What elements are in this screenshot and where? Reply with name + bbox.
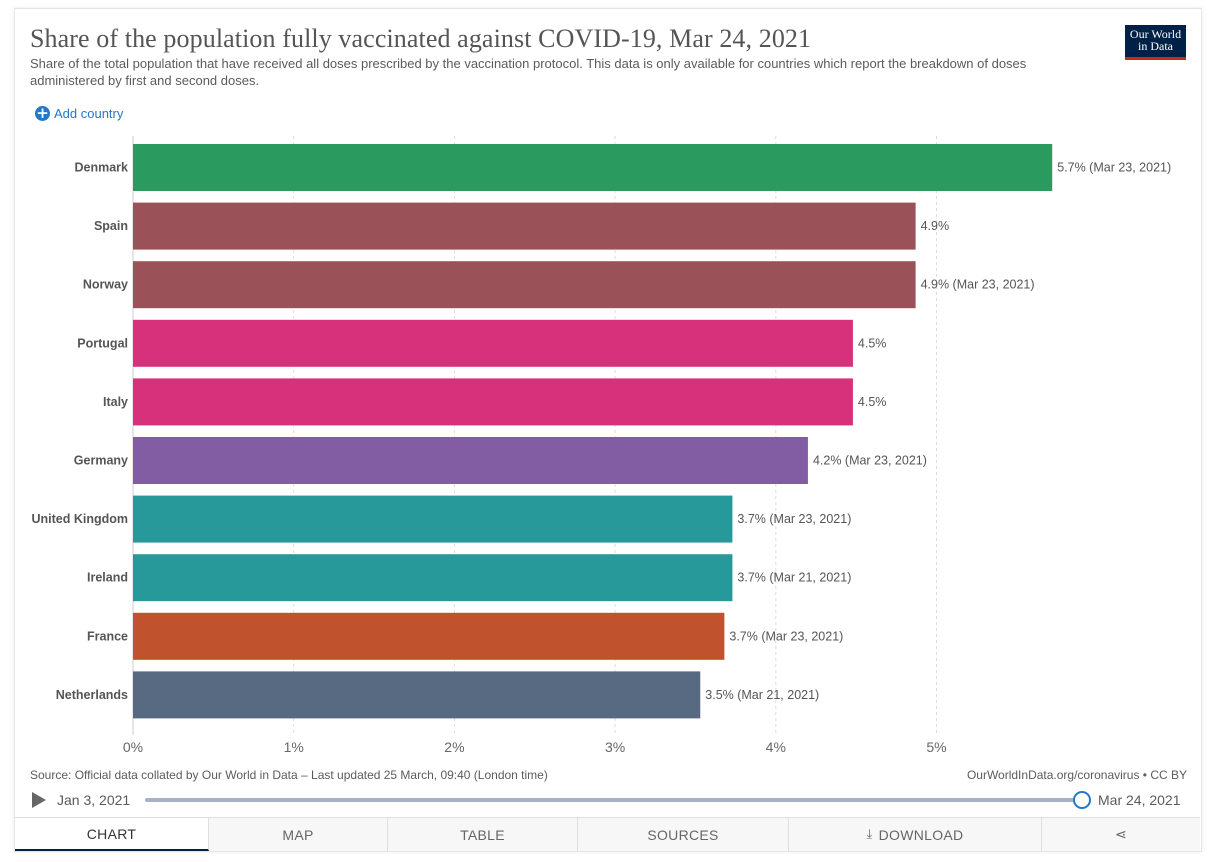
x-tick-label: 5% [926, 739, 946, 755]
bar[interactable] [133, 612, 725, 660]
add-country-button[interactable]: + Add country [35, 106, 123, 121]
tab-share[interactable]: ⋖ [1042, 818, 1200, 851]
owid-logo[interactable]: Our World in Data [1125, 25, 1186, 60]
category-label: Ireland [87, 571, 128, 585]
x-tick-label: 3% [605, 739, 625, 755]
category-label: Italy [103, 395, 128, 409]
tab-map[interactable]: MAP [209, 818, 388, 851]
timeline-start-label: Jan 3, 2021 [57, 792, 131, 808]
credit-link[interactable]: OurWorldInData.org/coronavirus • CC BY [966, 768, 1187, 782]
category-label: Portugal [77, 336, 128, 350]
bar[interactable] [133, 261, 916, 309]
timeline-end-label: Mar 24, 2021 [1098, 792, 1181, 808]
add-country-label: Add country [54, 106, 124, 121]
chart-title: Share of the population fully vaccinated… [30, 24, 812, 53]
tab-chart[interactable]: CHART [15, 818, 209, 851]
bar[interactable] [133, 319, 853, 367]
data-label: 3.5% (Mar 21, 2021) [705, 688, 819, 702]
data-label: 3.7% (Mar 23, 2021) [729, 629, 843, 643]
category-label: France [87, 629, 128, 643]
bar[interactable] [133, 378, 853, 426]
x-tick-label: 0% [123, 739, 143, 755]
x-tick-label: 1% [284, 739, 304, 755]
bar[interactable] [133, 495, 733, 543]
play-icon[interactable] [32, 792, 46, 808]
x-tick-label: 4% [766, 739, 786, 755]
timeline: Jan 3, 2021 Mar 24, 2021 [30, 788, 1190, 812]
category-label: Germany [74, 454, 128, 468]
bar[interactable] [133, 202, 916, 250]
data-label: 4.5% [858, 395, 887, 409]
bar[interactable] [133, 554, 733, 602]
timeline-handle[interactable] [1073, 791, 1091, 809]
tab-download[interactable]: ⤓ DOWNLOAD [789, 818, 1042, 851]
data-label: 4.9% [921, 219, 950, 233]
tab-table[interactable]: TABLE [388, 818, 578, 851]
category-label: United Kingdom [31, 512, 128, 526]
tab-bar: CHART MAP TABLE SOURCES ⤓ DOWNLOAD ⋖ [15, 817, 1200, 851]
data-label: 4.5% [858, 336, 887, 350]
data-label: 4.2% (Mar 23, 2021) [813, 454, 927, 468]
category-label: Norway [83, 278, 128, 292]
source-note: Source: Official data collated by Our Wo… [30, 768, 548, 782]
x-tick-label: 2% [444, 739, 464, 755]
plus-circle-icon: + [35, 104, 50, 122]
data-label: 5.7% (Mar 23, 2021) [1057, 161, 1171, 175]
timeline-track[interactable] [145, 798, 1082, 802]
category-label: Netherlands [56, 688, 128, 702]
bar[interactable] [133, 144, 1053, 191]
bar[interactable] [133, 437, 808, 484]
bar[interactable] [133, 671, 701, 719]
logo-line-1: Our World [1129, 27, 1182, 41]
data-label: 4.9% (Mar 23, 2021) [921, 278, 1035, 292]
category-label: Denmark [75, 161, 129, 175]
logo-line-2: in Data [1138, 39, 1173, 53]
chart-subtitle: Share of the total population that have … [30, 56, 1027, 88]
download-icon: ⤓ [866, 827, 873, 842]
tab-download-label: DOWNLOAD [878, 826, 964, 843]
tab-sources[interactable]: SOURCES [578, 818, 789, 851]
share-icon: ⋖ [1114, 826, 1128, 843]
category-label: Spain [94, 219, 128, 233]
bar-chart: 0% 1% 2% 3% 4% 5% Denmark 5.7% (Mar 23, 2021) Sp… [31, 136, 1171, 755]
data-label: 3.7% (Mar 23, 2021) [737, 512, 851, 526]
data-label: 3.7% (Mar 21, 2021) [737, 571, 851, 585]
